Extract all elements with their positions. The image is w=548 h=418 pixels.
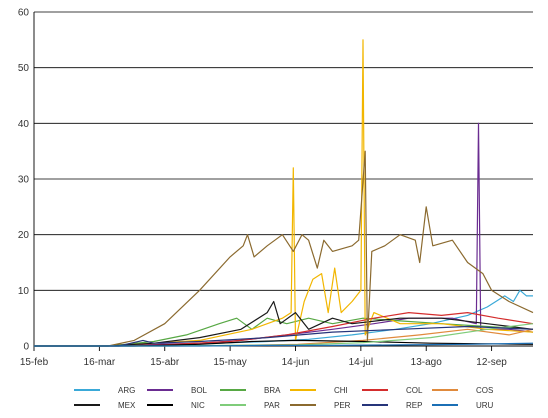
series-line-mex xyxy=(34,300,534,347)
legend-label-bol: BOL xyxy=(191,386,208,395)
x-tick-label-14-jul: 14-jul xyxy=(349,357,373,368)
series-line-chi xyxy=(34,39,534,347)
x-tick-label-14-jun: 14-jun xyxy=(282,357,310,368)
x-tick-label-15-abr: 15-abr xyxy=(150,357,180,368)
x-tick-label-12-sep: 12-sep xyxy=(476,357,507,368)
y-tick-label-0: 0 xyxy=(23,342,29,353)
y-tick-label-60: 60 xyxy=(18,8,30,19)
axis-layer: 0 10 20 30 40 50 60 15-feb 16-mar 15-abr 15-may 14-… xyxy=(18,8,533,368)
y-tick-label-10: 10 xyxy=(18,286,30,297)
y-tick-label-30: 30 xyxy=(18,175,30,186)
legend-label-chi: CHI xyxy=(334,386,348,395)
legend-label-mex: MEX xyxy=(118,401,136,410)
series-layer xyxy=(34,39,534,347)
legend-label-par: PAR xyxy=(264,401,280,410)
series-line-per xyxy=(34,150,534,347)
series-line-bol xyxy=(34,122,534,347)
y-tick-label-20: 20 xyxy=(18,230,30,241)
series-line-uru xyxy=(34,342,534,347)
x-tick-label-15-may: 15-may xyxy=(213,357,246,368)
legend-label-bra: BRA xyxy=(264,386,281,395)
legend: ARG BOL BRA CHI COL COS MEX NIC PAR PER REP URU xyxy=(74,386,494,410)
legend-label-uru: URU xyxy=(476,401,494,410)
legend-label-cos: COS xyxy=(476,386,493,395)
legend-label-nic: NIC xyxy=(191,401,205,410)
series-line-bra xyxy=(34,317,534,347)
series-line-rep xyxy=(34,325,534,347)
grid-layer xyxy=(34,11,533,291)
legend-label-per: PER xyxy=(334,401,351,410)
legend-label-col: COL xyxy=(406,386,423,395)
legend-label-rep: REP xyxy=(406,401,422,410)
x-tick-label-13-ago: 13-ago xyxy=(411,357,443,368)
y-tick-label-40: 40 xyxy=(18,119,30,130)
x-tick-label-15-feb: 15-feb xyxy=(20,357,49,368)
legend-label-arg: ARG xyxy=(118,386,135,395)
y-tick-label-50: 50 xyxy=(18,63,30,74)
x-tick-label-16-mar: 16-mar xyxy=(84,357,116,368)
